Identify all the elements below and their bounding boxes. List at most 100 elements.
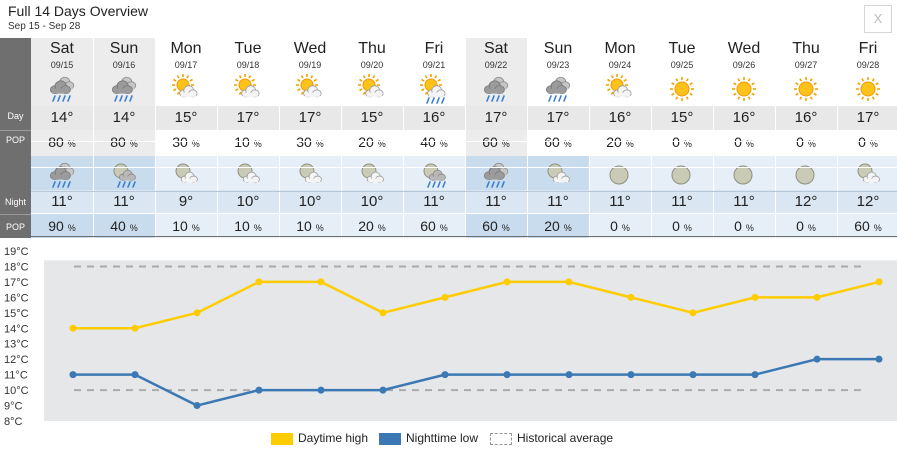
forecast-day-column[interactable]: Mon 09/17 15° 30 % 9° 10 % — [155, 38, 217, 238]
forecast-day-column[interactable]: Sun 09/23 17° 60 % 11° 20 % — [527, 38, 589, 238]
daytime-high-point[interactable] — [131, 324, 139, 332]
day-of-week: Mon — [604, 40, 636, 57]
y-tick-label: 16°C — [4, 292, 29, 304]
forecast-day-column[interactable]: Fri 09/28 17° 0 % 12° 60 % — [837, 38, 897, 238]
daytime-high-point[interactable] — [193, 309, 201, 317]
column-separator — [775, 38, 776, 238]
daytime-high-point[interactable] — [317, 278, 325, 286]
daytime-high-point[interactable] — [565, 278, 573, 286]
forecast-day-column[interactable]: Sun 09/16 14° 80 % 11° 40 % — [93, 38, 155, 238]
row-label-bar: Day POP Night POP — [0, 38, 31, 238]
nighttime-low-point[interactable] — [255, 386, 263, 394]
daytime-high-point[interactable] — [255, 278, 263, 286]
night-panel: 11° 20 % — [527, 156, 589, 238]
day-high-temp: 14° — [31, 106, 93, 130]
daytime-high-point[interactable] — [689, 309, 697, 317]
night-pop: 10 % — [217, 214, 279, 238]
day-pop-value: 20 — [606, 134, 622, 150]
night-low-temp: 10° — [279, 190, 341, 214]
nighttime-low-point[interactable] — [317, 386, 325, 394]
daytime-high-point[interactable] — [627, 293, 635, 301]
day-high-temp: 16° — [403, 106, 465, 130]
day-pop: 0 % — [651, 130, 713, 154]
nighttime-low-point[interactable] — [69, 371, 77, 379]
forecast-day-column[interactable]: Tue 09/18 17° 10 % 10° 10 % — [217, 38, 279, 238]
nighttime-low-point[interactable] — [689, 371, 697, 379]
day-high-temp: 16° — [713, 106, 775, 130]
day-panel: Tue 09/18 17° 10 % — [217, 38, 279, 156]
day-of-week: Wed — [293, 40, 327, 57]
nighttime-low-point[interactable] — [441, 371, 449, 379]
forecast-day-column[interactable]: Wed 09/26 16° 0 % 11° 0 % — [713, 38, 775, 238]
rain-cloud-icon — [481, 160, 511, 190]
daytime-high-point[interactable] — [875, 278, 883, 286]
day-date: 09/23 — [546, 60, 570, 70]
pop-unit: % — [67, 139, 76, 149]
nighttime-low-point[interactable] — [131, 371, 139, 379]
moon-icon — [791, 160, 821, 190]
plot-area — [44, 260, 897, 421]
moon-icon — [729, 160, 759, 190]
nighttime-low-point[interactable] — [379, 386, 387, 394]
nighttime-low-point[interactable] — [751, 371, 759, 379]
y-tick-label: 17°C — [4, 277, 29, 289]
night-pop: 20 % — [341, 214, 403, 238]
day-date: 09/20 — [360, 60, 384, 70]
day-pop-value: 10 — [234, 134, 250, 150]
forecast-day-column[interactable]: Thu 09/20 15° 20 % 10° 20 % — [341, 38, 403, 238]
nighttime-low-point[interactable] — [627, 371, 635, 379]
forecast-day-column[interactable]: Sat 09/22 17° 60 % 11° 60 % — [465, 38, 527, 238]
pop-unit: % — [253, 139, 262, 149]
nighttime-low-point[interactable] — [813, 355, 821, 363]
night-low-temp: 12° — [837, 190, 897, 214]
overview-header: Full 14 Days Overview Sep 15 - Sep 28 X — [0, 0, 897, 38]
forecast-day-column[interactable]: Wed 09/19 17° 30 % 10° 10 % — [279, 38, 341, 238]
daytime-high-point[interactable] — [813, 293, 821, 301]
forecast-day-column[interactable]: Tue 09/25 15° 0 % 11° 0 % — [651, 38, 713, 238]
day-pop: 20 % — [341, 130, 403, 154]
day-high-temp: 16° — [589, 106, 651, 130]
day-of-week: Tue — [234, 40, 262, 57]
night-panel: 9° 10 % — [155, 156, 217, 238]
daytime-high-point[interactable] — [379, 309, 387, 317]
night-panel: 10° 10 % — [217, 156, 279, 238]
legend-historical-average[interactable]: Historical average — [517, 431, 614, 445]
daytime-high-point[interactable] — [441, 293, 449, 301]
pop-unit: % — [315, 139, 324, 149]
legend-nighttime-low[interactable]: Nighttime low — [406, 431, 479, 445]
day-pop-value: 30 — [296, 134, 312, 150]
daytime-high-point[interactable] — [751, 293, 759, 301]
night-panel: 11° 0 % — [713, 156, 775, 238]
forecast-day-column[interactable]: Mon 09/24 16° 20 % 11° 0 % — [589, 38, 651, 238]
nighttime-low-point[interactable] — [503, 371, 511, 379]
nighttime-low-point[interactable] — [193, 402, 201, 410]
daytime-high-point[interactable] — [503, 278, 511, 286]
forecast-day-column[interactable]: Thu 09/27 16° 0 % 12° 0 % — [775, 38, 837, 238]
nighttime-low-point[interactable] — [565, 371, 573, 379]
nighttime-low-point[interactable] — [875, 355, 883, 363]
night-low-temp: 12° — [775, 190, 837, 214]
column-separator — [465, 38, 466, 238]
night-pop: 10 % — [279, 214, 341, 238]
night-pop-value: 60 — [854, 218, 870, 234]
column-separator — [341, 38, 342, 238]
chart-legend: Daytime high Nighttime low Historical av… — [0, 430, 897, 448]
day-pop: 40 % — [403, 130, 465, 154]
day-high-temp: 15° — [341, 106, 403, 130]
column-separator — [217, 38, 218, 238]
night-panel: 11° 0 % — [651, 156, 713, 238]
forecast-day-column[interactable]: Fri 09/21 16° 40 % 11° 60 % — [403, 38, 465, 238]
night-pop-value: 40 — [110, 218, 126, 234]
daytime-high-point[interactable] — [69, 324, 77, 332]
moon-cloud-icon — [171, 160, 201, 190]
day-of-week: Mon — [170, 40, 202, 57]
forecast-day-column[interactable]: Sat 09/15 14° 80 % 11° 90 % — [31, 38, 93, 238]
day-pop: 60 % — [527, 130, 589, 154]
day-pop: 30 % — [155, 130, 217, 154]
night-pop-value: 10 — [296, 218, 312, 234]
pop-unit: % — [129, 139, 138, 149]
legend-daytime-high[interactable]: Daytime high — [298, 431, 369, 445]
night-pop-value: 0 — [796, 218, 804, 234]
close-button[interactable]: X — [864, 5, 892, 33]
day-date: 09/27 — [794, 60, 818, 70]
